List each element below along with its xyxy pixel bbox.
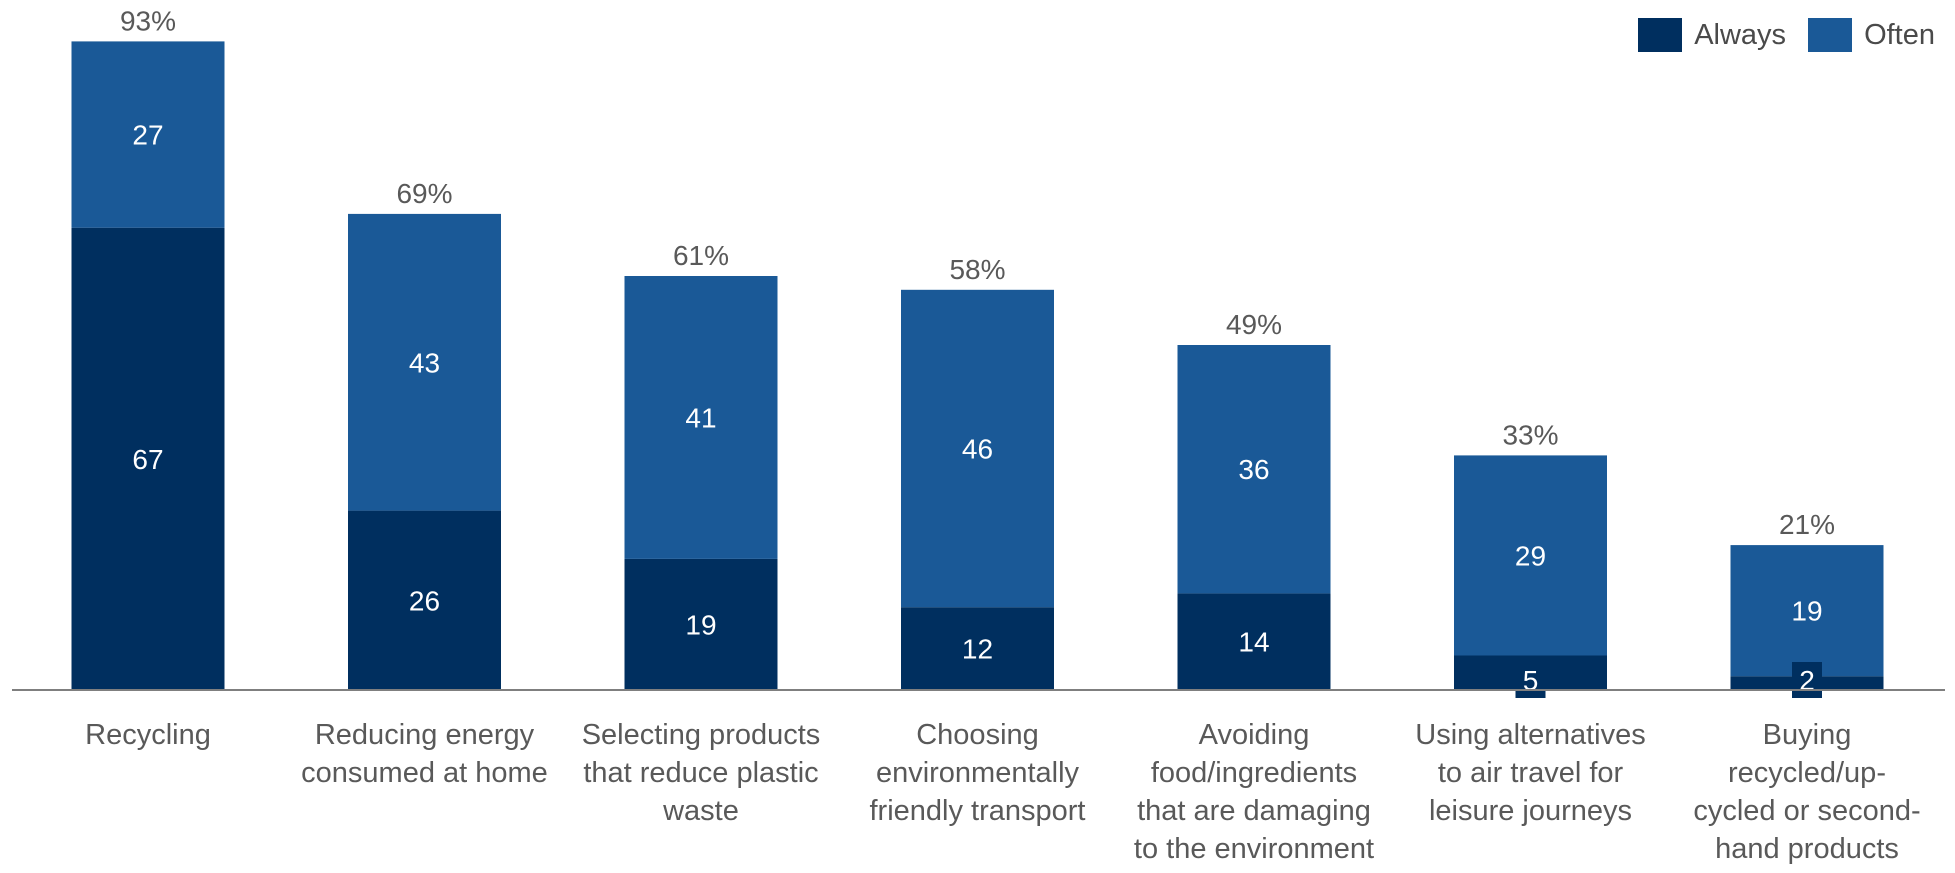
category-label-line: leisure journeys	[1429, 795, 1632, 827]
data-label-often-4: 36	[1238, 454, 1269, 485]
category-label-line: environmentally	[876, 757, 1080, 789]
bar-always-1	[348, 510, 501, 690]
legend-swatch-always	[1638, 18, 1683, 52]
category-label-line: friendly transport	[870, 795, 1086, 827]
data-label-always-5: 5	[1523, 665, 1539, 696]
bar-often-1	[348, 213, 501, 511]
category-label-0: Recycling	[85, 719, 211, 751]
category-label-line: food/ingredients	[1151, 757, 1357, 789]
category-label-line: Reducing energy	[315, 719, 535, 751]
legend-swatch-often	[1808, 18, 1853, 52]
data-label-bg-always-6	[1792, 662, 1822, 698]
category-label-line: cycled or second-	[1693, 795, 1920, 827]
category-label-line: Using alternatives	[1415, 719, 1646, 751]
category-label-line: Buying	[1763, 719, 1852, 751]
data-label-often-6: 19	[1791, 596, 1822, 627]
category-label-line: Avoiding	[1199, 719, 1310, 751]
total-label-1: 69%	[396, 178, 452, 209]
legend-label-always: Always	[1694, 18, 1787, 51]
total-label-4: 49%	[1226, 309, 1282, 340]
total-label-5: 33%	[1502, 419, 1558, 450]
data-label-often-5: 29	[1515, 540, 1546, 571]
category-label-line: waste	[662, 795, 739, 827]
data-label-often-1: 43	[409, 347, 440, 378]
category-label-line: Recycling	[85, 719, 211, 751]
data-label-bg-always-5	[1515, 662, 1546, 698]
category-label-line: to air travel for	[1438, 757, 1624, 789]
data-label-often-2: 41	[685, 402, 716, 433]
bar-often-0	[71, 41, 225, 228]
data-label-always-2: 19	[685, 609, 716, 640]
category-label-line: recycled/up-	[1728, 757, 1886, 789]
data-label-always-6: 2	[1799, 665, 1815, 696]
category-label-line: that reduce plastic	[583, 757, 818, 789]
bar-often-5	[1454, 455, 1607, 656]
chart-legend: Always Often	[1638, 18, 1935, 52]
category-label-line: hand products	[1715, 833, 1899, 865]
bar-often-6	[1730, 545, 1884, 677]
category-label-line: Selecting products	[582, 719, 821, 751]
bar-always-2	[624, 558, 778, 690]
category-label-3: Choosing environmentally friendly transpor…	[870, 719, 1086, 827]
legend-label-often: Often	[1864, 18, 1935, 51]
bar-always-4	[1177, 593, 1331, 690]
legend-item-always: Always	[1638, 18, 1786, 52]
category-label-4: Avoiding food/ingredients that are damagin…	[1134, 719, 1374, 865]
data-label-always-3: 12	[962, 634, 993, 665]
bar-always-3	[901, 607, 1054, 690]
bar-often-4	[1177, 345, 1331, 594]
bar-often-2	[624, 276, 778, 559]
data-label-always-4: 14	[1238, 627, 1269, 658]
category-label-6: Buying recycled/up-cycled or second-hand …	[1693, 719, 1920, 865]
legend-item-often: Often	[1808, 18, 1935, 52]
bar-often-3	[901, 289, 1054, 608]
total-label-2: 61%	[673, 240, 729, 271]
bar-always-0	[71, 227, 225, 690]
category-label-line: Choosing	[916, 719, 1039, 751]
category-label-line: that are damaging	[1137, 795, 1371, 827]
category-label-line: consumed at home	[301, 757, 548, 789]
category-label-2: Selecting products that reduce plastic was…	[582, 719, 821, 827]
data-label-always-0: 67	[132, 444, 163, 475]
total-label-0: 93%	[120, 5, 176, 36]
data-label-often-0: 27	[132, 120, 163, 151]
total-label-3: 58%	[949, 254, 1005, 285]
category-label-1: Reducing energy consumed at home	[301, 719, 548, 789]
category-label-line: to the environment	[1134, 833, 1374, 865]
data-label-always-1: 26	[409, 585, 440, 616]
data-label-often-3: 46	[962, 434, 993, 465]
total-label-6: 21%	[1779, 509, 1835, 540]
category-label-5: Using alternatives to air travel for leisu…	[1415, 719, 1646, 827]
